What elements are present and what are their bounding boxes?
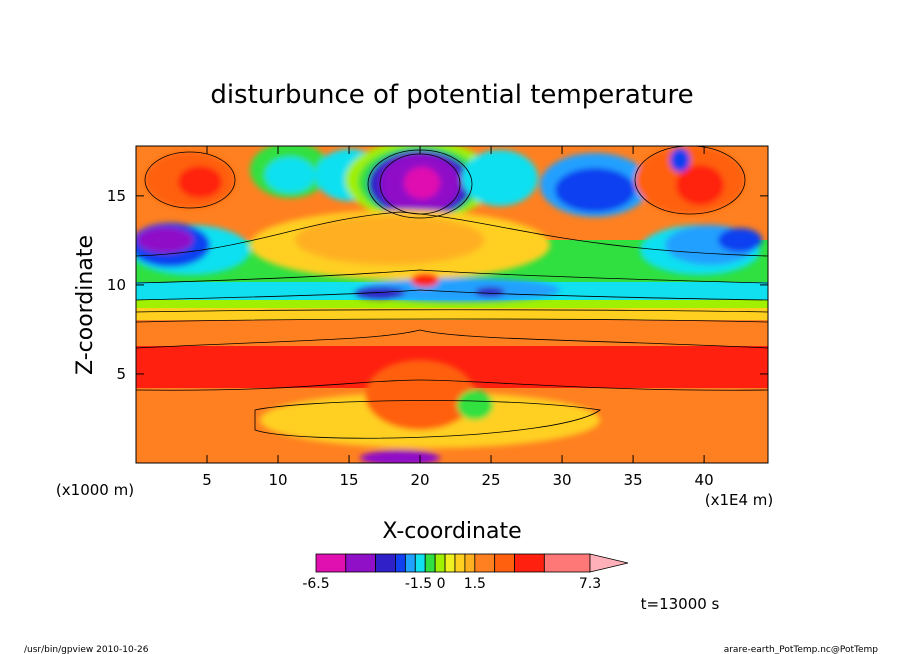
time-label: t=13000 s — [641, 595, 720, 613]
cold-pool-surface — [360, 450, 440, 463]
convective-core — [365, 360, 475, 430]
colorbar-segment — [424, 553, 436, 573]
contour-lines — [136, 146, 768, 439]
contour-line — [136, 329, 768, 349]
colorbar-segment — [414, 553, 426, 573]
colorbar-segment — [464, 553, 476, 573]
y-axis: 5 10 15 — [107, 187, 768, 383]
colorbar-segment — [404, 553, 416, 573]
contour-line — [136, 379, 768, 391]
colorbar — [315, 553, 629, 573]
warm-core-upper-left — [178, 166, 222, 198]
colorbar-segment — [514, 553, 545, 573]
x-tick-label: 40 — [695, 471, 714, 489]
colorbar-segment — [454, 553, 466, 573]
blue-shear-band — [360, 278, 560, 302]
purple-patch-left — [137, 227, 193, 253]
colorbar-label: 7.3 — [579, 576, 601, 592]
colorbar-segment — [375, 553, 396, 573]
colorbar-segment — [543, 553, 591, 573]
contour-line — [136, 269, 768, 284]
colorbar-segment — [345, 553, 376, 573]
y-tick-label: 5 — [116, 365, 126, 383]
colorbar-label: 1.5 — [464, 576, 486, 592]
chart-title: disturbunce of potential temperature — [210, 80, 693, 110]
colorbar-segment — [315, 553, 347, 573]
x-tick-label: 20 — [410, 471, 429, 489]
deep-blue-shear-right — [475, 287, 505, 297]
y-axis-label: Z-coordinate — [73, 235, 98, 375]
x-tick-label: 35 — [624, 471, 643, 489]
colorbar-label: -1.5 0 — [405, 576, 446, 592]
x-tick-label: 10 — [268, 471, 287, 489]
contour-field — [136, 146, 768, 463]
small-blue-blob — [670, 148, 690, 172]
colorbar-segment — [434, 553, 446, 573]
x-axis: 5 10 15 20 25 30 35 40 — [202, 146, 714, 489]
y-tick-label: 10 — [107, 276, 126, 294]
x-tick-label: 30 — [553, 471, 572, 489]
contour-line — [136, 289, 768, 301]
footer-right-text: arare-earth_PotTemp.nc@PotTemp — [724, 645, 879, 654]
x-tick-label: 5 — [202, 471, 212, 489]
deep-blue-patch-right — [718, 228, 762, 252]
cyan-patch-upper-3 — [462, 150, 538, 206]
contour-plot-area — [136, 146, 768, 463]
contour-line — [136, 318, 768, 323]
contour-line — [144, 151, 236, 209]
colorbar-segment — [474, 553, 496, 573]
x-unit-right-label: (x1E4 m) — [705, 491, 774, 509]
x-unit-left-label: (x1000 m) — [56, 481, 134, 499]
contour-line — [634, 146, 746, 215]
deep-blue-patch-upper-right — [555, 168, 635, 212]
stable-yellow-band — [136, 308, 768, 322]
footer-left-text: /usr/bin/gpview 2010-10-26 — [24, 645, 149, 654]
plot-frame — [135, 145, 769, 464]
y-tick-label: 15 — [107, 187, 126, 205]
colorbar-extension — [589, 553, 629, 573]
x-tick-label: 15 — [339, 471, 358, 489]
contour-line — [136, 309, 768, 313]
deep-blue-shear-left — [355, 287, 405, 299]
colorbar-labels: -6.5 -1.5 0 1.5 7.3 — [302, 576, 601, 592]
magenta-cold-core — [404, 167, 440, 199]
warm-core-upper-right — [676, 165, 724, 205]
contour-line — [254, 400, 602, 439]
red-updraft-top — [411, 273, 439, 287]
colorbar-segment — [395, 553, 406, 573]
green-spot-low — [457, 390, 493, 420]
orange-anvil — [295, 215, 485, 265]
x-axis-label: X-coordinate — [382, 519, 521, 544]
colorbar-segment — [444, 553, 456, 573]
cyan-patch-upper — [265, 157, 315, 193]
x-tick-label: 25 — [482, 471, 501, 489]
colorbar-label: -6.5 — [302, 576, 329, 592]
colorbar-segment — [494, 553, 515, 573]
